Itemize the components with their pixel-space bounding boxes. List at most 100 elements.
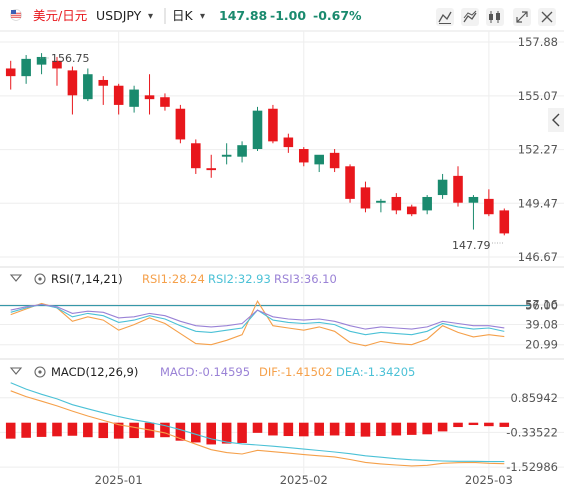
candle-body: [144, 95, 155, 100]
macd-axis: 0.85942 -0.33522 -1.52986: [506, 391, 558, 474]
candle-body: [376, 200, 386, 203]
macd-histogram-bar: [98, 422, 109, 439]
candle-body: [468, 196, 479, 203]
candle-body: [21, 58, 31, 77]
macd-histogram-bar: [175, 422, 186, 441]
rsi3-value: RSI3:36.10: [274, 272, 337, 286]
macd-histogram-bar: [221, 422, 232, 444]
rsi2-value: RSI2:32.93: [208, 272, 271, 286]
period-dropdown-icon[interactable]: ▾: [200, 11, 205, 22]
rsi-line-rsi2: [10, 303, 505, 336]
time-tick-label: 2025-01: [95, 473, 143, 487]
macd-histogram-bar: [191, 422, 201, 443]
price-change: -1.00: [270, 8, 306, 23]
macd-line-dif: [10, 390, 505, 467]
candle-body: [36, 56, 47, 65]
macd-line-dea: [10, 382, 505, 463]
candle-body: [499, 210, 510, 234]
macd-histogram-bar: [329, 422, 340, 436]
macd-histogram-bar: [283, 422, 294, 437]
rsi-tick-label: 20.99: [525, 338, 558, 352]
collapse-icon[interactable]: [9, 274, 23, 282]
rsi-tick-label: 57.16: [525, 297, 558, 311]
pair-name[interactable]: 美元/日元: [33, 8, 87, 23]
macd-name: MACD(12,26,9): [51, 365, 138, 379]
candle-body: [206, 168, 217, 171]
macd-histogram-bar: [83, 422, 93, 438]
rsi-legend: RSI(7,14,21) RSI1:28.24 RSI2:32.93 RSI3:…: [9, 272, 337, 286]
compare-icon[interactable]: [461, 8, 479, 26]
high-annotation: 156.75: [51, 52, 90, 65]
candle-body: [160, 97, 170, 107]
time-tick-label: 2025-03: [465, 473, 513, 487]
collapse-icon[interactable]: [9, 367, 23, 375]
rsi-name: RSI(7,14,21): [51, 272, 123, 286]
candle-body: [314, 154, 324, 165]
candle-body: [283, 137, 294, 148]
macd-histogram-bar: [252, 422, 263, 433]
macd-legend: MACD(12,26,9) MACD:-0.14595 DIF:-1.41502…: [9, 365, 415, 379]
time-tick-label: 2025-02: [280, 473, 328, 487]
indicator-settings-icon[interactable]: [34, 366, 46, 378]
symbol-label[interactable]: USDJPY: [96, 8, 142, 23]
macd-histogram-bar: [453, 422, 463, 428]
chart-header: 美元/日元 USDJPY ▾ 日K ▾ 147.88 -1.00 -0.67%: [10, 8, 556, 26]
macd-histogram-bar: [484, 422, 494, 427]
macd-histogram-bar: [237, 422, 247, 443]
candle-body: [298, 149, 309, 163]
price-tick-label: 152.27: [518, 143, 558, 157]
fullscreen-icon[interactable]: [513, 8, 531, 26]
candle-type-icon[interactable]: [486, 8, 504, 26]
macd-histogram-bar: [360, 422, 371, 437]
indicator-settings-icon[interactable]: [34, 273, 46, 285]
macd-histogram-bar: [36, 422, 47, 437]
candle-body: [360, 187, 371, 209]
macd-histogram-bar: [406, 422, 417, 435]
price-axis: 157.88 155.07 152.27 149.47 146.67: [518, 35, 558, 264]
macd-histogram-bar: [268, 422, 278, 436]
symbol-dropdown-icon[interactable]: ▾: [148, 11, 153, 22]
macd-histogram-bar: [437, 422, 448, 432]
settings-icon[interactable]: [538, 8, 556, 26]
dif-value: DIF:-1.41502: [259, 365, 333, 379]
candle-body: [113, 85, 124, 105]
candle-body: [5, 68, 16, 77]
macd-histogram-bar: [422, 422, 432, 435]
candle-body: [221, 154, 232, 157]
flag-icon: [10, 9, 22, 21]
rsi1-value: RSI1:28.24: [142, 272, 205, 286]
macd-histogram-bar: [5, 422, 16, 439]
candle-body: [83, 74, 93, 100]
macd-histogram-bar: [391, 422, 402, 436]
scroll-right-button[interactable]: [548, 108, 564, 132]
macd-histogram-bar: [113, 422, 124, 439]
candle-body: [52, 60, 62, 69]
macd-histogram-bar: [468, 422, 479, 426]
chevron-left-icon: [552, 113, 560, 127]
candle-body: [391, 196, 402, 211]
candle-body: [453, 175, 463, 203]
macd-lines: [10, 382, 505, 467]
indicator-icon[interactable]: [436, 8, 454, 26]
rsi-line-rsi1: [10, 300, 505, 347]
price-annotations: 156.75 147.79: [40, 52, 503, 252]
macd-histogram-bar: [345, 422, 355, 437]
macd-histogram-bar: [129, 422, 139, 439]
price-tick-label: 149.47: [518, 196, 558, 210]
rsi-line-rsi3: [10, 303, 505, 330]
macd-tick-label: -1.52986: [506, 460, 558, 474]
dea-value: DEA:-1.34205: [336, 365, 415, 379]
macd-histogram: [5, 422, 510, 445]
macd-tick-label: -0.33522: [506, 425, 558, 439]
candle-body: [191, 143, 201, 169]
period-selector[interactable]: 日K: [172, 8, 194, 23]
candle-body: [329, 152, 340, 169]
candle-body: [252, 110, 263, 150]
rsi-tick-label: 56.00: [525, 299, 558, 313]
price-tick-label: 157.88: [518, 35, 558, 49]
price-candles: [5, 53, 510, 236]
candle-body: [422, 196, 432, 211]
macd-histogram-bar: [314, 422, 324, 436]
